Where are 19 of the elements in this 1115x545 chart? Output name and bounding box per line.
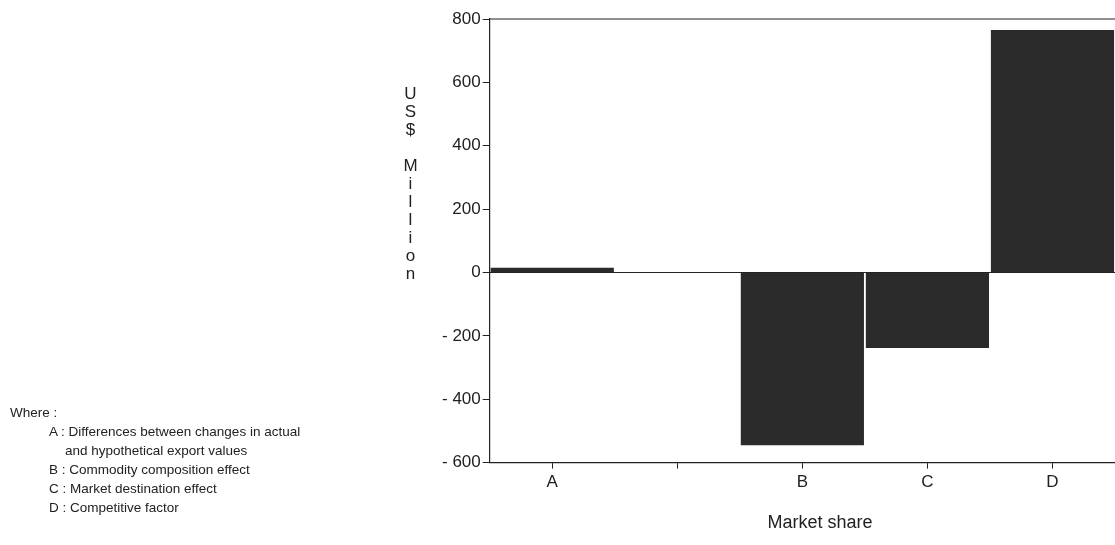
text: D : Competitive factor — [49, 499, 180, 517]
x-axis-title: Market share — [766, 512, 874, 533]
text: B : Commodity composition effect — [49, 461, 251, 479]
y-tick-label: 0 — [471, 262, 481, 282]
x-tick-label: A — [546, 472, 559, 492]
y-tick-label: 600 — [452, 72, 481, 92]
y-tick-label: - 600 — [442, 452, 481, 472]
text: A : Differences between changes in actual and hypothetical export values — [49, 423, 302, 460]
y-tick-label: 400 — [452, 135, 481, 155]
y-axis-title: US$ Million — [400, 84, 420, 282]
y-tick-label: - 200 — [442, 325, 481, 345]
y-tick-label: 800 — [452, 8, 481, 28]
x-tick-label: B — [796, 472, 809, 492]
text: C : Market destination effect — [49, 480, 218, 498]
x-tick-label: C — [921, 472, 934, 492]
text: Where : — [10, 404, 59, 422]
y-tick-label: - 400 — [442, 388, 481, 408]
x-tick-label: D — [1046, 472, 1059, 492]
y-tick-label: 200 — [452, 198, 481, 218]
